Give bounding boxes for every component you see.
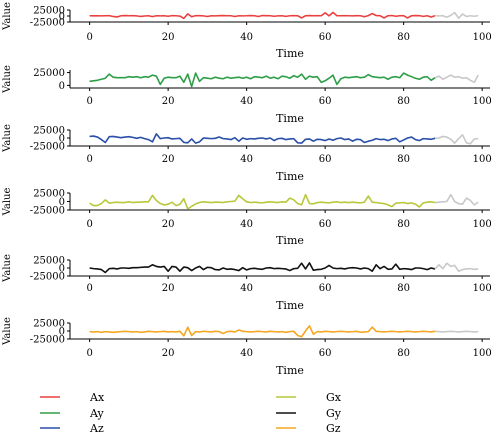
y-tick-label: 25000	[33, 6, 65, 17]
legend-item-az: Az	[40, 422, 104, 434]
y-tick-label: -25000	[30, 272, 65, 283]
y-tick-label: 0	[59, 12, 65, 23]
x-tick-label: 40	[240, 283, 253, 294]
y-tick-label: -25000	[30, 142, 65, 153]
y-tick-label: -25000	[30, 18, 65, 29]
y-tick-label: 0	[59, 264, 65, 275]
y-tick-label: 0	[59, 134, 65, 145]
x-tick-label: 100	[473, 154, 492, 165]
y-tick-label: 25000	[33, 126, 65, 137]
x-tick-label: 40	[240, 32, 253, 43]
legend-item-ay: Ay	[40, 407, 104, 420]
x-tick-label: 20	[162, 283, 175, 294]
y-axis-label: Value	[2, 124, 13, 153]
x-tick-label: 100	[473, 348, 492, 359]
x-tick-label: 0	[86, 32, 92, 43]
y-tick-label: 25000	[33, 68, 65, 79]
series-line-az-tail	[434, 134, 479, 145]
legend-item-gy: Gy	[276, 407, 342, 420]
x-tick-label: 60	[319, 154, 332, 165]
y-tick-label: -25000	[30, 206, 65, 217]
x-tick-label: 80	[397, 348, 410, 359]
x-axis-label: Time	[276, 299, 304, 312]
y-tick-label: -25000	[30, 335, 65, 346]
y-axis-label: Value	[2, 254, 13, 283]
x-tick-label: 40	[240, 154, 253, 165]
x-tick-label: 60	[319, 219, 332, 230]
series-line-az	[89, 133, 436, 144]
x-tick-label: 100	[473, 283, 492, 294]
x-tick-label: 0	[86, 283, 92, 294]
x-tick-label: 20	[162, 219, 175, 230]
x-tick-label: 40	[240, 96, 253, 107]
y-axis-label: Value	[2, 317, 13, 346]
x-tick-label: 60	[319, 283, 332, 294]
legend-label: Gz	[326, 422, 341, 434]
y-tick-label: 25000	[33, 256, 65, 267]
y-tick-label: 25000	[33, 189, 65, 200]
x-tick-label: 40	[240, 348, 253, 359]
series-line-gx	[89, 193, 436, 210]
x-axis-label: Time	[276, 364, 304, 377]
panel-ay: 0 25000 0 20 40 60 80 100 Value Time	[2, 65, 492, 125]
legend-label: Az	[89, 422, 104, 434]
x-tick-label: 0	[86, 96, 92, 107]
x-tick-label: 100	[473, 219, 492, 230]
legend-item-gz: Gz	[276, 422, 341, 434]
series-line-ax-tail	[435, 11, 479, 19]
series-line-gz	[89, 325, 436, 338]
x-tick-label: 100	[473, 96, 492, 107]
x-tick-label: 20	[162, 348, 175, 359]
legend-item-gx: Gx	[276, 391, 342, 404]
legend-item-ax: Ax	[40, 391, 105, 404]
y-tick-label: 0	[59, 327, 65, 338]
series-line-gx-tail	[434, 193, 479, 206]
y-tick-label: 0	[59, 197, 65, 208]
y-axis-label: Value	[2, 188, 13, 217]
y-tick-label: 0	[59, 81, 65, 92]
y-tick-label: 25000	[33, 319, 65, 330]
x-tick-label: 40	[240, 219, 253, 230]
series-line-gy-tail	[434, 262, 479, 273]
x-tick-label: 0	[86, 348, 92, 359]
x-axis-label: Time	[276, 47, 304, 60]
x-tick-label: 0	[86, 154, 92, 165]
y-axis-label: Value	[2, 2, 13, 31]
legend: Ax Ay Az Gx Gy Gz	[40, 391, 342, 434]
legend-label: Gy	[326, 407, 342, 420]
series-line-gz-tail	[434, 330, 479, 333]
x-tick-label: 20	[162, 96, 175, 107]
x-axis-label: Time	[276, 234, 304, 247]
legend-label: Ax	[89, 391, 105, 404]
series-line-gy	[89, 262, 436, 274]
legend-label: Gx	[326, 391, 342, 404]
x-tick-label: 80	[397, 283, 410, 294]
x-axis-label: Time	[276, 170, 304, 183]
x-tick-label: 80	[397, 219, 410, 230]
x-tick-label: 60	[319, 348, 332, 359]
series-line-ay	[89, 72, 436, 88]
x-tick-label: 20	[162, 32, 175, 43]
x-tick-label: 60	[319, 32, 332, 43]
x-tick-label: 80	[397, 154, 410, 165]
x-tick-label: 0	[86, 219, 92, 230]
x-tick-label: 80	[397, 96, 410, 107]
series-line-ax	[89, 11, 436, 20]
series-line-ay-tail	[434, 74, 479, 84]
x-tick-label: 60	[319, 96, 332, 107]
y-axis-label: Value	[2, 65, 13, 94]
x-tick-label: 100	[473, 32, 492, 43]
x-tick-label: 80	[397, 32, 410, 43]
legend-label: Ay	[89, 407, 104, 420]
x-tick-label: 20	[162, 154, 175, 165]
x-axis-label: Time	[276, 112, 304, 125]
